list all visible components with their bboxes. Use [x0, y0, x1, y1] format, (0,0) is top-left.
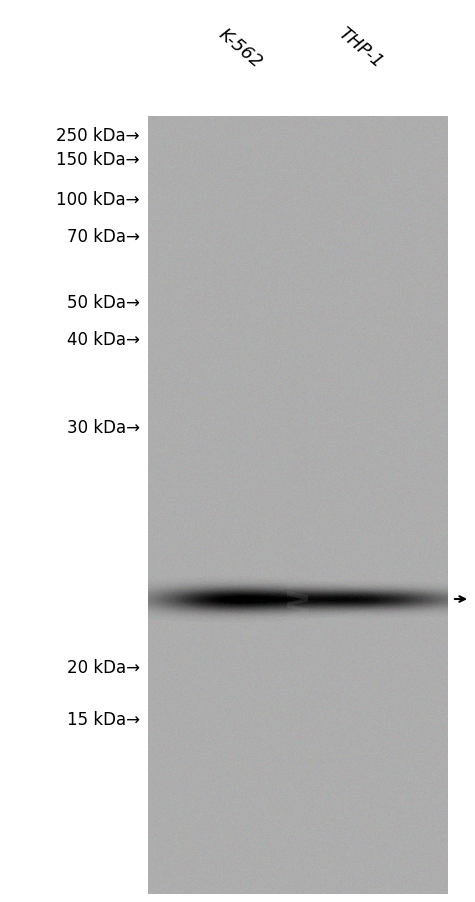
Text: 15 kDa→: 15 kDa→: [67, 710, 140, 728]
Text: THP-1: THP-1: [334, 24, 386, 72]
Text: 30 kDa→: 30 kDa→: [67, 419, 140, 437]
Text: 20 kDa→: 20 kDa→: [67, 658, 140, 676]
Text: WWW.PTGAB.COM: WWW.PTGAB.COM: [286, 363, 314, 649]
Text: 150 kDa→: 150 kDa→: [57, 151, 140, 169]
Text: 250 kDa→: 250 kDa→: [57, 127, 140, 145]
Text: K-562: K-562: [215, 25, 266, 72]
Text: 70 kDa→: 70 kDa→: [67, 227, 140, 245]
Text: 50 kDa→: 50 kDa→: [67, 294, 140, 312]
Text: 40 kDa→: 40 kDa→: [67, 331, 140, 348]
Text: 100 kDa→: 100 kDa→: [57, 191, 140, 208]
